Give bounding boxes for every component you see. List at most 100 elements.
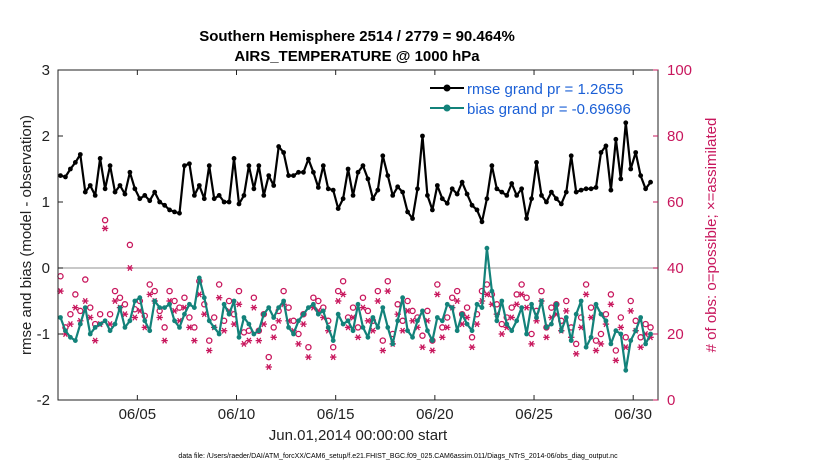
- asterisk-stroke: [132, 314, 138, 321]
- y-axis-label: rmse and bias (model - observation): [18, 115, 35, 355]
- assimilated-obs-marker: [215, 294, 223, 301]
- possible-obs-marker: [478, 287, 486, 295]
- rmse-point: [544, 199, 549, 205]
- asterisk-stroke: [543, 334, 549, 341]
- bias-point: [544, 325, 549, 330]
- rmse-point: [97, 156, 103, 161]
- possible-obs-marker: [364, 307, 372, 315]
- possible-obs-marker: [359, 294, 367, 301]
- x-tick-label: 06/20: [416, 406, 454, 423]
- bias-point: [172, 318, 177, 324]
- rmse-point: [578, 187, 584, 193]
- possible-obs-marker: [67, 310, 74, 318]
- bias-point: [563, 315, 569, 320]
- rmse-point: [444, 200, 450, 206]
- bias-point: [370, 315, 376, 320]
- possible-obs-marker: [126, 241, 134, 249]
- rmse-point: [390, 193, 396, 198]
- asterisk-stroke: [380, 347, 386, 354]
- possible-obs-marker: [404, 297, 411, 305]
- rmse-point: [345, 166, 351, 172]
- asterisk-stroke: [360, 304, 366, 311]
- rmse-point: [216, 193, 222, 198]
- legend-rmse-label: rmse grand pr = 1.2655: [467, 81, 623, 98]
- rmse-point: [201, 196, 207, 202]
- asterisk-stroke: [608, 301, 614, 308]
- asterisk-stroke: [469, 344, 475, 351]
- bias-point: [454, 328, 460, 334]
- rmse-point: [385, 173, 391, 179]
- bias-point: [439, 318, 445, 324]
- rmse-point: [157, 199, 163, 205]
- plot-frame: [57, 69, 659, 401]
- assimilated-obs-marker: [101, 225, 109, 232]
- asterisk-stroke: [350, 314, 356, 321]
- y-tick-label: -2: [37, 392, 50, 409]
- possible-obs-marker: [607, 291, 615, 298]
- asterisk-stroke: [385, 288, 391, 295]
- asterisk-stroke: [439, 334, 445, 341]
- bias-point: [375, 325, 381, 330]
- bias-point: [286, 325, 291, 330]
- assimilated-obs-marker: [295, 340, 302, 347]
- bias-point: [529, 301, 534, 307]
- bias-point: [92, 325, 98, 330]
- bias-point: [494, 318, 500, 324]
- assimilated-obs-marker: [121, 311, 129, 318]
- bias-point: [182, 311, 187, 317]
- bias-point: [355, 301, 361, 307]
- bias-point: [400, 295, 406, 301]
- rmse-point: [454, 191, 460, 197]
- assimilated-obs-marker: [201, 311, 208, 318]
- assimilated-obs-marker: [518, 291, 525, 298]
- rmse-point: [67, 166, 73, 172]
- rmse-point: [122, 191, 128, 197]
- y2-tick-label: 40: [667, 260, 684, 277]
- asterisk-stroke: [434, 291, 440, 298]
- bias-point: [97, 321, 103, 327]
- bias-point: [603, 318, 609, 324]
- possible-obs-marker: [572, 340, 580, 348]
- asterisk-stroke: [112, 297, 118, 305]
- bias-point: [256, 328, 262, 334]
- rmse-point: [548, 189, 554, 195]
- bias-point: [67, 334, 73, 340]
- asterisk-stroke: [563, 307, 569, 314]
- y-tick-label: 0: [42, 260, 50, 277]
- bias-point: [82, 305, 88, 310]
- assimilated-obs-marker: [334, 297, 342, 305]
- asterisk-stroke: [514, 301, 520, 308]
- bias-point: [231, 298, 237, 304]
- possible-obs-marker: [116, 294, 124, 301]
- asterisk-stroke: [638, 344, 644, 351]
- bias-point: [187, 301, 192, 307]
- bias-point: [236, 334, 242, 340]
- rmse-point: [504, 193, 510, 198]
- possible-obs-marker: [186, 314, 193, 321]
- asterisk-stroke: [177, 317, 182, 324]
- asterisk-stroke: [618, 324, 624, 331]
- assimilated-obs-marker: [409, 317, 416, 324]
- bias-point: [127, 318, 133, 324]
- rmse-point: [573, 189, 579, 195]
- rmse-point: [618, 176, 624, 182]
- rmse-point: [469, 202, 475, 208]
- assimilated-obs-marker: [191, 337, 198, 344]
- rmse-point: [558, 201, 564, 207]
- asterisk-stroke: [181, 304, 187, 311]
- asterisk-stroke: [454, 297, 460, 305]
- bias-point: [241, 315, 247, 320]
- asterisk-stroke: [231, 321, 237, 328]
- bias-point: [310, 301, 316, 307]
- rmse-point: [92, 193, 98, 198]
- bias-point: [226, 311, 232, 317]
- asterisk-stroke: [588, 314, 594, 321]
- bias-point: [157, 305, 163, 310]
- bias-point: [102, 318, 108, 324]
- bias-point: [72, 338, 78, 343]
- y-tick-label: 1: [42, 194, 50, 211]
- possible-obs-marker: [215, 281, 223, 288]
- asterisk-stroke: [623, 344, 629, 351]
- bias-point: [429, 338, 435, 343]
- asterisk-stroke: [186, 324, 192, 331]
